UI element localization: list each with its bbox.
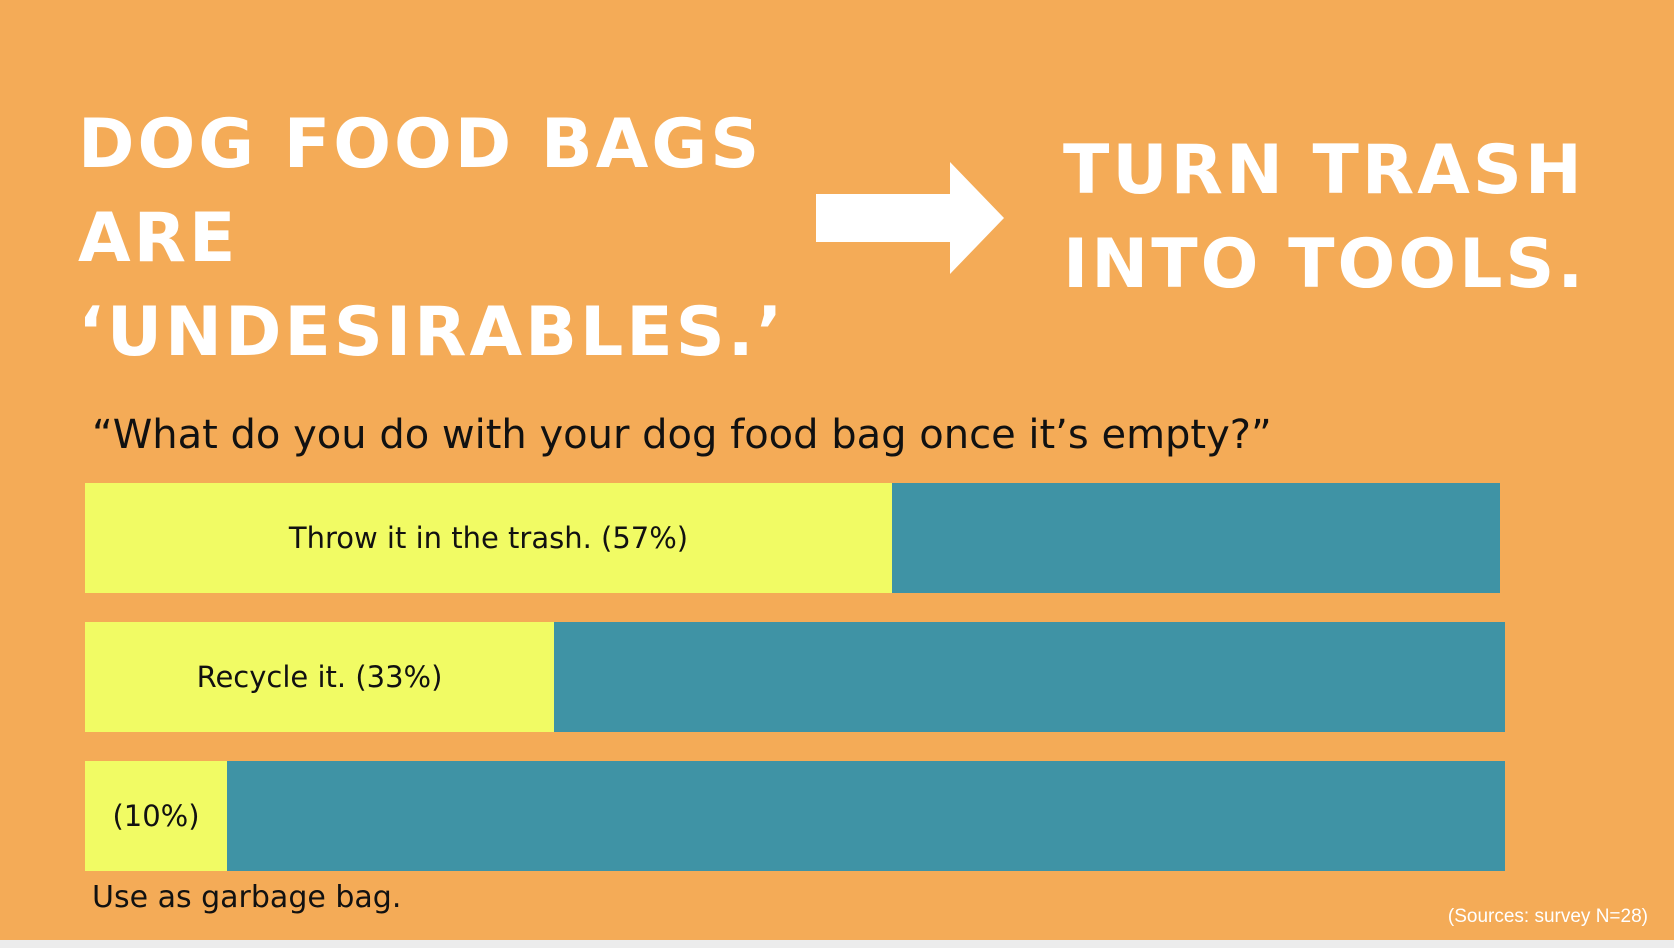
headline-left-line: ARE: [78, 199, 239, 278]
headline-right-line: TURN TRASH: [1063, 131, 1585, 210]
bar-row: Recycle it. (33%): [85, 622, 1505, 732]
headline-right-line: INTO TOOLS.: [1063, 225, 1587, 304]
chart-title: “What do you do with your dog food bag o…: [92, 412, 1272, 458]
headline-right: TURN TRASH INTO TOOLS.: [1063, 124, 1586, 312]
headline-left-line: ‘UNDESIRABLES.’: [78, 293, 786, 372]
headline-left: DOG FOOD BAGS ARE ‘UNDESIRABLES.’: [78, 98, 785, 380]
bar: [85, 622, 554, 732]
bar: [85, 761, 227, 871]
bar-row: Throw it in the trash. (57%): [85, 483, 1500, 593]
right-arrow-icon: [816, 162, 1004, 274]
category-label-garbage-bag: Use as garbage bag.: [92, 880, 402, 915]
data-label: Throw it in the trash. (57%): [288, 521, 689, 555]
source-note: (Sources: survey N=28): [1447, 906, 1648, 927]
bar-row: (10%): [85, 761, 1505, 871]
headline-left-line: DOG FOOD BAGS: [78, 105, 763, 184]
data-label: (10%): [112, 799, 200, 833]
bar: [85, 483, 892, 593]
bar-track: [85, 761, 1505, 871]
data-label: Recycle it. (33%): [196, 660, 443, 694]
